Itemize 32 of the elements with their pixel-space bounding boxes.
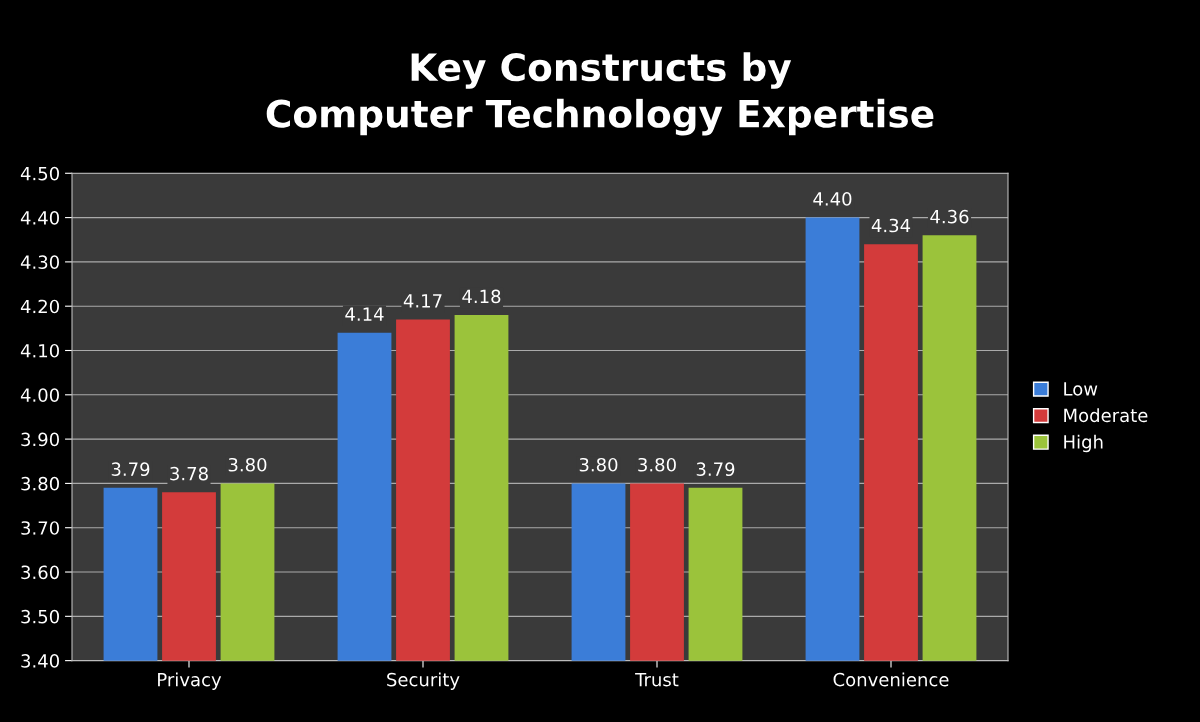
y-tick-label: 4.40: [20, 211, 59, 225]
y-tick-label: 4.10: [20, 343, 59, 358]
data-label: 4.18: [462, 289, 501, 304]
data-label: 4.40: [813, 192, 852, 206]
chart-title: Key Constructs by Computer Technology Expertise: [266, 52, 934, 136]
legend-label: High: [1064, 434, 1103, 453]
data-label: 3.79: [696, 462, 735, 477]
x-tick-label: Privacy: [158, 672, 222, 690]
y-tick-label: 4.30: [20, 255, 59, 270]
data-label: 3.79: [111, 462, 150, 477]
y-tick-label: 4.00: [20, 388, 59, 402]
data-label: 3.80: [638, 457, 676, 472]
data-label: 3.80: [579, 457, 618, 472]
x-tick-label: Security: [387, 672, 460, 690]
x-tick-label: Convenience: [833, 672, 949, 687]
data-label: 4.36: [930, 209, 969, 224]
y-tick-label: 4.20: [20, 299, 59, 314]
data-label: 3.80: [228, 457, 267, 472]
data-label: 4.14: [345, 307, 384, 321]
y-tick-label: 3.50: [21, 609, 59, 624]
legend-label: Low: [1064, 382, 1098, 396]
legend-label: Moderate: [1064, 408, 1148, 423]
data-label: 4.17: [403, 294, 442, 308]
x-tick-label: Trust: [635, 672, 679, 687]
y-tick-label: 3.60: [21, 565, 59, 580]
y-tick-label: 3.70: [21, 521, 59, 535]
data-label: 4.34: [871, 218, 911, 233]
data-label: 3.78: [170, 466, 208, 481]
y-tick-label: 3.90: [21, 432, 59, 447]
y-tick-label: 4.50: [20, 166, 59, 181]
y-tick-label: 3.80: [21, 476, 59, 491]
y-tick-label: 3.40: [21, 654, 59, 668]
